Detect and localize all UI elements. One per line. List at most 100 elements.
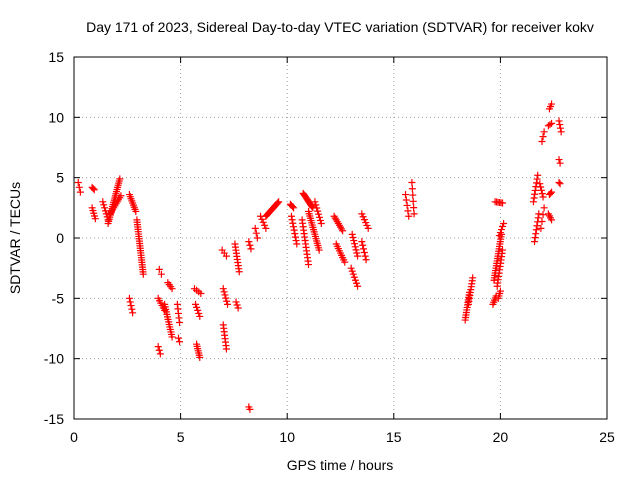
data-point — [262, 224, 270, 232]
data-point — [196, 353, 204, 361]
data-point — [75, 183, 83, 191]
data-point — [403, 201, 411, 209]
data-point — [532, 230, 540, 238]
data-point — [125, 294, 133, 302]
data-point — [500, 220, 508, 228]
data-point — [168, 285, 176, 293]
data-point — [116, 175, 124, 183]
data-point — [364, 224, 372, 232]
data-point — [222, 294, 230, 302]
data-point — [275, 198, 283, 206]
data-point — [156, 350, 164, 358]
data-point — [155, 346, 163, 354]
data-point — [534, 171, 542, 179]
data-point — [127, 302, 135, 310]
y-tick-label: 0 — [56, 230, 64, 246]
data-point — [556, 121, 564, 129]
data-point — [531, 190, 539, 198]
data-point — [538, 218, 546, 226]
data-point — [405, 212, 413, 220]
data-point — [224, 300, 232, 308]
plot-frame — [73, 56, 608, 420]
data-point — [530, 194, 538, 202]
data-point — [154, 343, 162, 351]
data-point — [91, 215, 99, 223]
data-point — [539, 211, 547, 219]
data-point — [222, 252, 230, 260]
data-point — [529, 198, 537, 206]
data-point — [233, 301, 241, 309]
data-point — [499, 223, 507, 231]
y-tick-label: -15 — [44, 411, 64, 427]
data-point — [535, 210, 543, 218]
data-point — [117, 192, 125, 200]
data-point — [404, 207, 412, 215]
data-point — [349, 233, 357, 241]
data-point — [348, 267, 356, 275]
data-point — [536, 180, 544, 188]
grid — [74, 57, 607, 419]
data-point — [359, 241, 367, 249]
data-point — [546, 121, 554, 129]
chart-title: Day 171 of 2023, Sidereal Day-to-day VTE… — [86, 19, 594, 35]
data-point — [291, 230, 299, 238]
data-point — [496, 287, 504, 295]
data-point — [537, 186, 545, 194]
y-axis-label: SDTVAR / TECUs — [7, 182, 23, 294]
data-point — [253, 234, 261, 242]
data-point — [534, 214, 542, 222]
data-point — [548, 188, 556, 196]
data-point — [312, 201, 320, 209]
x-axis-label: GPS time / hours — [287, 457, 394, 473]
x-tick-label: 20 — [493, 429, 509, 445]
data-point — [246, 241, 254, 249]
data-point — [538, 190, 546, 198]
data-point — [531, 186, 539, 194]
y-tick-label: 10 — [48, 109, 64, 125]
data-point — [497, 226, 505, 234]
data-point — [315, 210, 323, 218]
data-point — [314, 207, 322, 215]
data-point — [548, 119, 556, 127]
data-point — [197, 290, 205, 298]
data-point — [157, 270, 165, 278]
data-point — [176, 318, 184, 326]
data-point — [235, 268, 243, 276]
data-point — [408, 185, 416, 193]
data-point — [348, 230, 356, 238]
data-point — [289, 219, 297, 227]
data-point — [555, 178, 563, 186]
data-point — [402, 196, 410, 204]
data-point — [194, 306, 202, 314]
data-point — [539, 193, 547, 201]
data-point — [289, 223, 297, 231]
data-point — [499, 246, 507, 254]
data-point — [547, 189, 555, 197]
data-point — [258, 215, 266, 223]
data-point — [533, 222, 541, 230]
data-point — [247, 245, 255, 253]
data-point — [341, 258, 349, 266]
data-point — [537, 183, 545, 191]
data-point — [354, 282, 362, 290]
data-point — [358, 238, 366, 246]
data-point — [76, 188, 84, 196]
data-point — [132, 207, 140, 215]
data-point — [290, 226, 298, 234]
data-point — [290, 204, 298, 212]
data-point — [315, 213, 323, 221]
data-point — [287, 212, 295, 220]
data-point — [252, 229, 260, 237]
data-point — [274, 199, 282, 207]
data-point — [354, 252, 362, 260]
data-point — [289, 203, 297, 211]
data-point — [555, 156, 563, 164]
data-point — [351, 240, 359, 248]
data-point — [89, 185, 97, 193]
x-tick-label: 15 — [386, 429, 402, 445]
data-point — [347, 264, 355, 272]
data-point — [220, 288, 228, 296]
data-points — [74, 100, 565, 413]
data-point — [410, 204, 418, 212]
